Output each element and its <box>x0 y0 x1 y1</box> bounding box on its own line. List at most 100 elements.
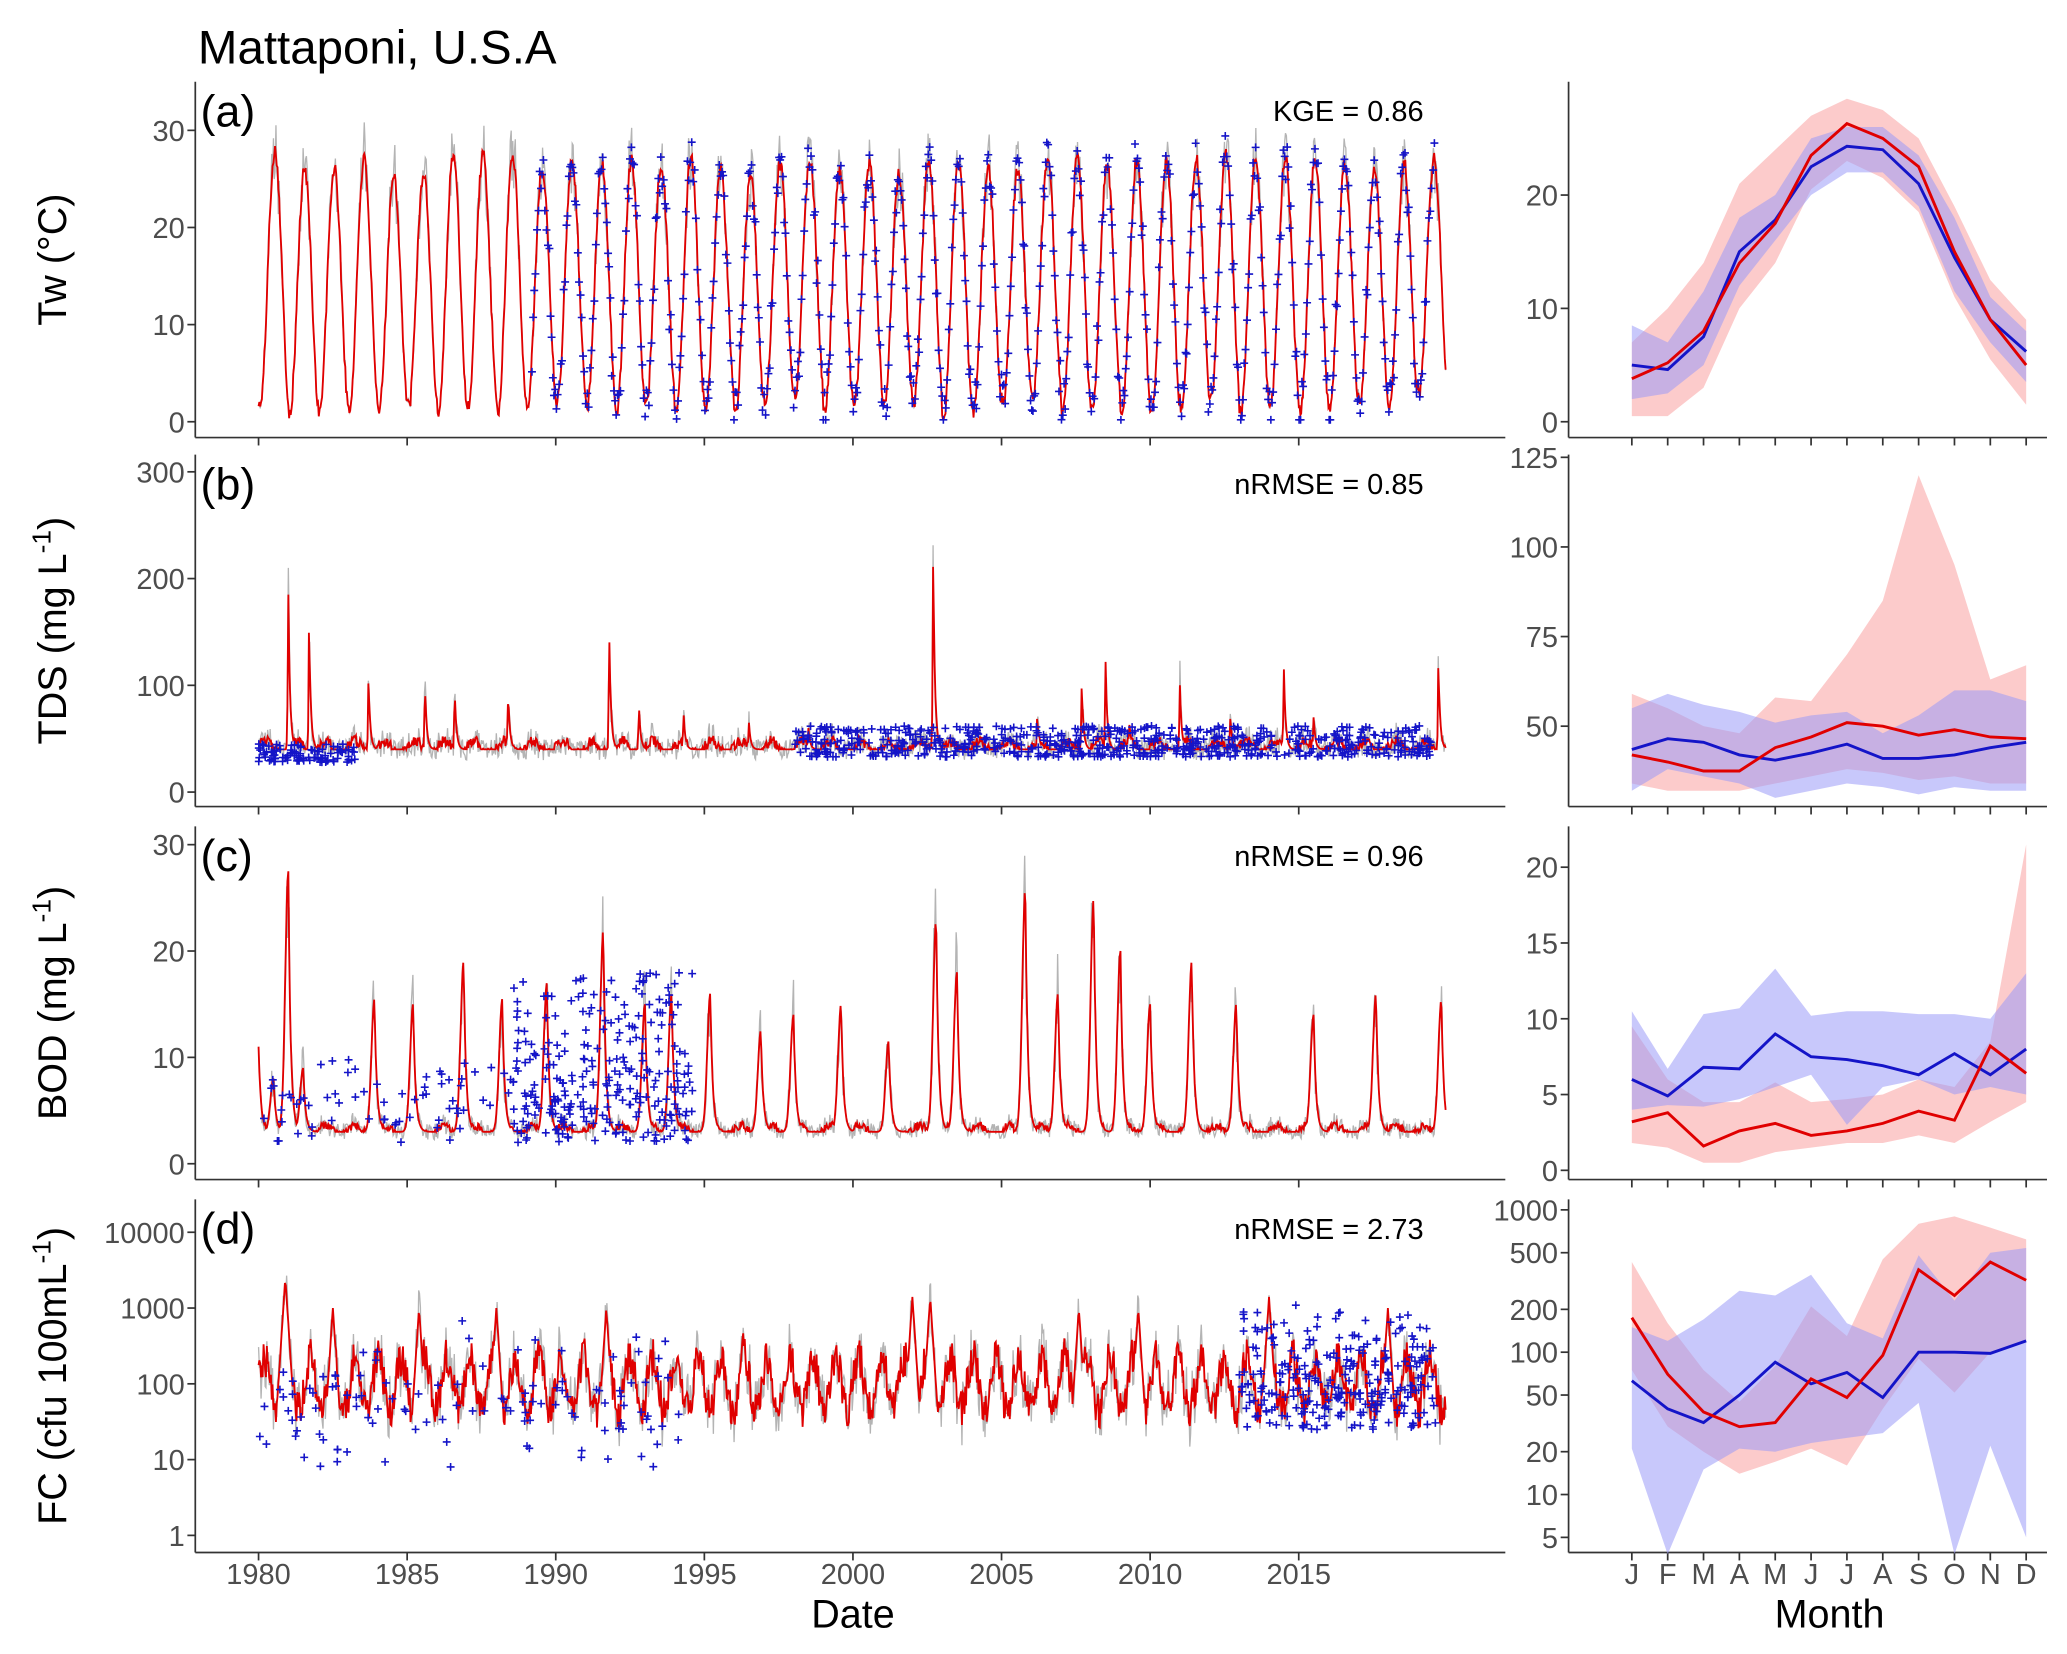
month-tick-label: A <box>1730 1559 1750 1591</box>
observed-point <box>1005 747 1014 756</box>
observed-point <box>728 378 737 386</box>
observed-point <box>1118 725 1127 734</box>
observed-point <box>991 747 1000 756</box>
y-tick-label: 0 <box>169 1149 185 1181</box>
observed-point <box>255 1432 264 1441</box>
observed-point <box>1326 1353 1335 1361</box>
observed-point <box>1415 722 1424 730</box>
observed-point <box>1253 1351 1262 1360</box>
observed-point <box>414 1389 423 1398</box>
observed-point <box>601 199 610 208</box>
observed-point <box>403 1380 412 1388</box>
observed-point <box>886 736 895 745</box>
observed-point <box>288 1416 297 1425</box>
observed-point <box>1256 750 1265 759</box>
observed-point <box>319 1435 328 1444</box>
observed-point <box>865 151 874 160</box>
observed-point <box>526 1416 535 1425</box>
observed-point <box>616 386 625 395</box>
observed-point <box>994 357 1003 366</box>
observed-point <box>1151 388 1159 397</box>
observed-point <box>601 1016 610 1025</box>
observed-point <box>941 403 950 412</box>
observed-point <box>631 201 640 210</box>
observed-point <box>887 280 896 289</box>
observed-point <box>786 346 795 355</box>
observed-point <box>313 747 322 756</box>
observed-point <box>579 1098 588 1106</box>
observed-point <box>802 179 811 188</box>
observed-point <box>1324 1396 1333 1405</box>
observed-point <box>1169 280 1177 288</box>
observed-point <box>530 1049 539 1058</box>
observed-point <box>1228 265 1237 274</box>
observed-point <box>1275 1378 1284 1387</box>
observed-point <box>352 1393 361 1402</box>
observed-point <box>1260 1396 1269 1405</box>
observed-point <box>686 158 695 167</box>
observed-point <box>937 383 946 392</box>
observed-point <box>644 401 653 410</box>
modeled-monthly-line <box>1630 1260 2027 1429</box>
observed-point <box>696 315 705 324</box>
observed-point <box>667 1083 676 1092</box>
observed-point <box>989 260 998 268</box>
observed-point <box>637 342 646 351</box>
observed-point <box>1057 415 1066 424</box>
observed-point <box>913 335 922 344</box>
observed-point <box>1384 407 1393 416</box>
y-axis-title: BOD (mg L-1) <box>26 886 75 1120</box>
observed-point <box>911 730 920 739</box>
observed-point <box>666 1132 675 1141</box>
observed-point <box>684 176 693 185</box>
observed-point <box>1136 725 1145 734</box>
observed-point <box>1304 259 1313 268</box>
observed-point <box>573 1090 582 1099</box>
month-tick-label: J <box>1625 1559 1640 1591</box>
observed-point <box>271 754 280 763</box>
y-tick-label: 1 <box>169 1521 185 1553</box>
observed-point <box>445 1075 453 1084</box>
observed-point <box>1197 222 1206 231</box>
observed-point <box>1365 1379 1374 1388</box>
observed-point <box>1262 728 1271 736</box>
observed-point <box>611 396 620 405</box>
observed-point <box>1233 747 1242 756</box>
observed-point <box>1293 722 1302 731</box>
observed-point <box>1004 349 1013 358</box>
observed-point <box>756 338 764 346</box>
observed-point <box>1218 158 1227 167</box>
observed-point <box>1390 745 1399 754</box>
observed-point <box>1113 726 1122 735</box>
observed-point <box>651 1130 660 1139</box>
observed-point <box>1048 724 1057 733</box>
observed-point <box>969 747 978 756</box>
observed-point <box>1063 347 1072 356</box>
observed-point <box>1386 1318 1395 1327</box>
observed-point <box>670 1126 679 1135</box>
observed-point <box>857 290 866 299</box>
observed-point <box>1171 317 1180 326</box>
modeled-line <box>257 1282 1447 1430</box>
observed-point <box>1101 732 1110 741</box>
observed-point <box>650 285 659 294</box>
observed-point <box>655 1115 664 1124</box>
observed-point <box>1145 737 1153 746</box>
observed-point <box>284 1406 293 1415</box>
observed-point <box>853 388 862 397</box>
observed-point <box>712 212 721 221</box>
observed-point <box>1318 295 1327 303</box>
observed-point <box>328 1056 337 1065</box>
observed-point <box>561 278 570 286</box>
observed-point <box>1376 1401 1385 1409</box>
observed-point <box>628 1022 637 1031</box>
observed-point <box>606 293 615 302</box>
observed-point <box>1379 732 1387 741</box>
observed-point <box>1302 1374 1311 1383</box>
observed-point <box>1242 1404 1251 1413</box>
observed-point <box>954 162 963 171</box>
observed-point <box>343 1068 352 1077</box>
observed-point <box>1299 1390 1308 1399</box>
observed-point <box>619 1401 628 1410</box>
observed-point <box>500 1069 509 1078</box>
